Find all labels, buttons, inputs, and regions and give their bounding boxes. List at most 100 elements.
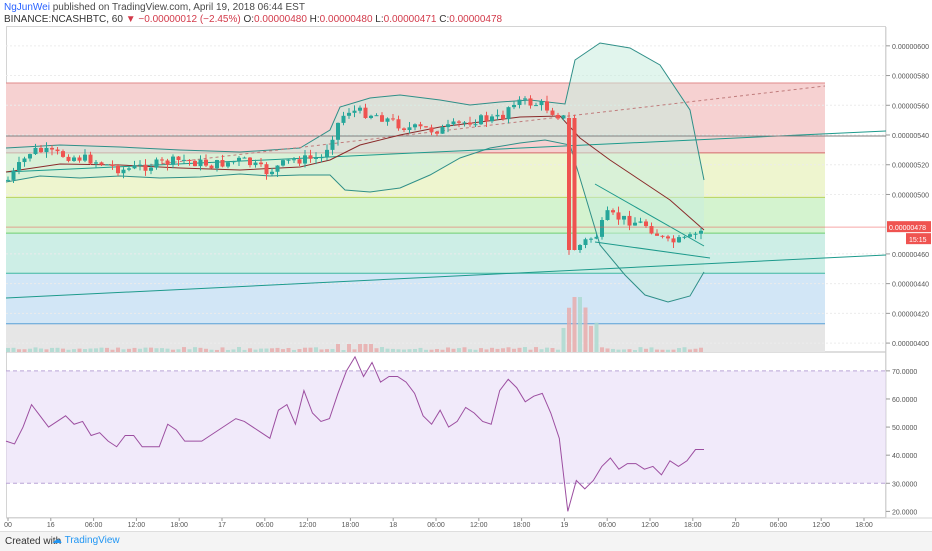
candle-body [259,162,263,165]
volume-bar [501,348,505,352]
candle-body [627,215,632,226]
high-value: 0.00000480 [319,14,373,25]
volume-bar [187,349,192,352]
candle-body [165,160,170,165]
candle-body [193,160,197,167]
rsi-tick-label: 40.0000 [892,453,917,460]
volume-bar [347,344,351,352]
candle-body [550,110,555,115]
volume-bar [572,297,577,352]
candle-body [248,157,252,166]
volume-bar [264,348,269,352]
volume-bar [182,347,186,352]
volume-bar [94,348,98,352]
volume-bar [132,347,137,352]
candle-body [451,121,456,125]
volume-bar [655,349,659,352]
author-link[interactable]: NgJunWei [4,2,50,13]
volume-bar [578,297,582,352]
bollinger-upper [5,42,705,181]
tradingview-logo-icon[interactable]: ☁ TradingView [52,535,120,546]
volume-bar [292,349,296,352]
candle-body [319,157,324,159]
low-label: L: [375,14,384,25]
volume-bar [545,347,549,352]
chart-canvas[interactable]: 0.00000600 0.00000580 0.00000560 0.00000540… [0,0,932,530]
candle-body [171,156,175,165]
candle-body [149,167,153,171]
countdown-value: 15:15 [909,237,927,244]
volume-bar [479,348,483,352]
volume-bar [220,347,225,352]
candle-body [523,98,527,100]
volume-bar [138,348,142,352]
volume-bar [308,347,313,352]
volume-bar [99,347,104,352]
time-tick-label: 06:00 [256,522,274,529]
price-tick-label: 0.00000540 [892,133,929,140]
volume-bar [242,349,247,352]
candle-body [534,105,538,107]
volume-bar [83,349,87,352]
volume-bar [149,347,153,352]
candle-body [6,179,10,181]
volume-bar [116,347,120,352]
candle-body [154,159,159,168]
volume-bar [270,348,274,352]
rsi-band [6,370,886,484]
candle-body [209,165,214,169]
volume-bar [358,344,362,352]
volume-bar [440,349,445,352]
volume-bar [567,307,571,352]
candle-body [99,162,104,165]
symbol-label: BINANCE:NCASHBTC, 60 [4,14,123,25]
volume-bar [528,349,533,352]
volume-bar [484,349,489,352]
volume-bar [374,348,379,352]
candle-body [479,115,483,125]
candle-body [50,147,54,150]
volume-bar [77,348,82,352]
time-tick-label: 18:00 [342,522,360,529]
candle-body [407,127,412,131]
candle-body [512,104,516,108]
candle-body [468,122,472,125]
volume-bar [248,348,252,352]
price-tick-label: 0.00000520 [892,163,929,170]
candle-body [132,165,137,169]
volume-bar [369,344,373,352]
volume-bar [154,348,159,352]
volume-bar [44,349,49,352]
volume-bar [693,348,698,352]
time-tick-label: 00 [4,522,12,529]
volume-bar [330,348,335,352]
candle-body [55,149,60,152]
candle-body [231,161,236,163]
candle-body [347,112,351,116]
candle-body [457,121,461,123]
candle-body [242,157,247,159]
candle-body [270,171,274,175]
volume-bar [50,347,54,352]
volume-bar [259,348,263,352]
publish-info: NgJunWei published on TradingView.com, A… [4,2,305,13]
time-tick-label: 12:00 [128,522,146,529]
candle-body [44,147,49,153]
volume-bar [517,347,522,352]
candle-body [693,233,698,235]
volume-bar [413,348,417,352]
price-tick-label: 0.00000580 [892,74,929,81]
volume-bar [88,348,93,352]
time-tick-label: 18:00 [513,522,531,529]
candle-body [600,220,604,237]
candle-body [330,139,335,150]
candle-body [292,159,296,161]
brand-name[interactable]: TradingView [64,535,120,546]
volume-bar [435,349,439,352]
volume-bar [622,349,626,352]
candle-body [352,110,357,113]
candle-body [83,154,87,161]
footer: Created with ☁ TradingView [0,531,932,551]
candle-body [473,124,478,126]
price-tick-label: 0.00000420 [892,311,929,318]
